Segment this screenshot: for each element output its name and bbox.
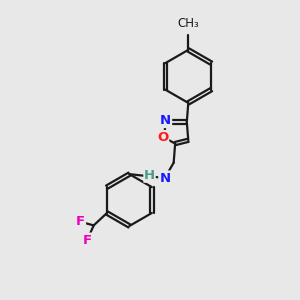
Text: O: O xyxy=(157,131,168,144)
Text: N: N xyxy=(159,172,170,184)
Text: F: F xyxy=(76,215,85,228)
Text: F: F xyxy=(83,234,92,247)
Text: CH₃: CH₃ xyxy=(177,17,199,30)
Text: H: H xyxy=(144,169,155,182)
Text: N: N xyxy=(160,114,171,127)
